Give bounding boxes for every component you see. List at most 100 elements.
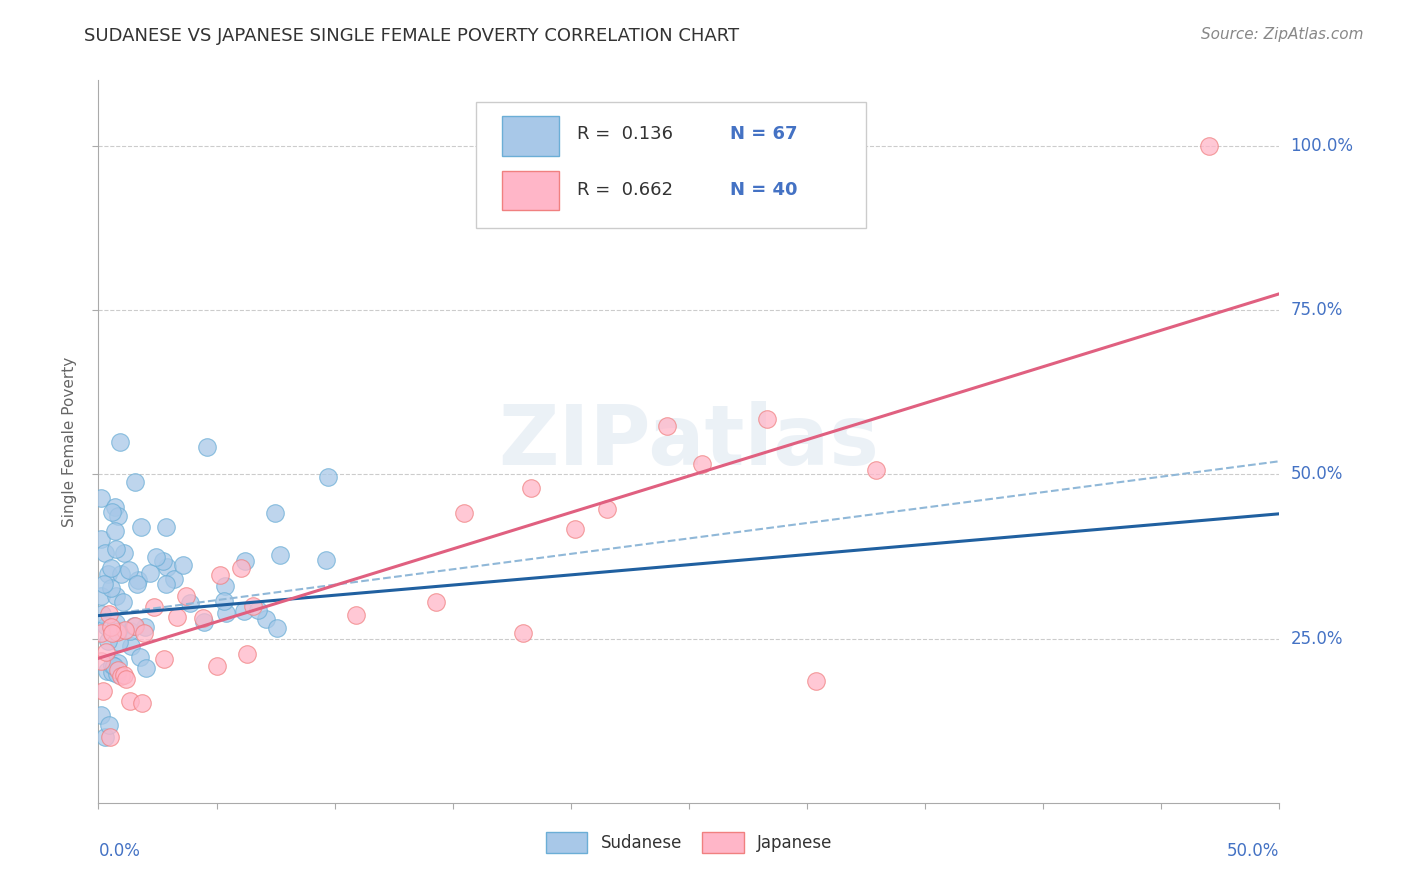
Point — [115, 673, 138, 687]
Point — [90, 491, 112, 505]
Text: R =  0.136: R = 0.136 — [576, 126, 672, 144]
Point — [254, 612, 277, 626]
Point — [98, 718, 121, 732]
Point — [114, 623, 136, 637]
Point — [233, 604, 256, 618]
Point — [98, 730, 121, 744]
Point — [564, 523, 586, 537]
Point — [657, 419, 679, 434]
Point — [100, 582, 122, 596]
Point — [105, 625, 128, 640]
Text: 75.0%: 75.0% — [1291, 301, 1343, 319]
Point — [125, 577, 148, 591]
Point — [1198, 139, 1220, 153]
Point — [110, 567, 132, 582]
Point — [94, 645, 117, 659]
Point — [96, 665, 118, 679]
Text: 50.0%: 50.0% — [1291, 466, 1343, 483]
Point — [229, 561, 252, 575]
Point — [315, 553, 337, 567]
Point — [100, 620, 122, 634]
Point — [100, 505, 122, 519]
Point — [93, 577, 115, 591]
Point — [172, 558, 194, 572]
Text: N = 67: N = 67 — [730, 126, 797, 144]
Bar — [502, 116, 560, 156]
Point — [155, 559, 177, 574]
Legend: Sudanese, Japanese: Sudanese, Japanese — [538, 826, 839, 860]
Point — [174, 589, 197, 603]
Point — [118, 624, 141, 638]
Point — [139, 566, 162, 580]
Point — [135, 661, 157, 675]
Point — [520, 481, 543, 495]
Point — [105, 589, 128, 603]
Point — [212, 594, 235, 608]
Point — [155, 577, 177, 591]
Point — [110, 435, 132, 450]
Point — [131, 696, 153, 710]
Point — [155, 520, 177, 534]
Point — [152, 554, 174, 568]
Point — [425, 595, 447, 609]
Y-axis label: Single Female Poverty: Single Female Poverty — [62, 357, 77, 526]
Point — [804, 674, 827, 689]
Point — [105, 667, 128, 681]
Point — [90, 708, 112, 723]
Text: N = 40: N = 40 — [730, 181, 797, 199]
Text: ZIPatlas: ZIPatlas — [499, 401, 879, 482]
Text: 50.0%: 50.0% — [1227, 842, 1279, 860]
Point — [97, 607, 120, 621]
Point — [90, 654, 112, 668]
Point — [104, 616, 127, 631]
Point — [101, 665, 124, 679]
Point — [107, 509, 129, 524]
Point — [111, 595, 134, 609]
Text: 100.0%: 100.0% — [1291, 137, 1354, 155]
Point — [129, 649, 152, 664]
Point — [143, 599, 166, 614]
Point — [90, 532, 112, 546]
Point — [107, 656, 129, 670]
Point — [124, 619, 146, 633]
Point — [145, 549, 167, 564]
Bar — [502, 170, 560, 211]
Point — [755, 412, 778, 426]
Point — [193, 615, 215, 629]
Point — [242, 599, 264, 614]
Point — [107, 624, 129, 638]
Point — [235, 648, 257, 662]
Point — [127, 573, 149, 587]
Point — [94, 619, 117, 633]
Point — [269, 548, 291, 562]
Point — [118, 563, 141, 577]
Point — [344, 608, 367, 623]
Point — [134, 619, 156, 633]
Point — [100, 657, 122, 672]
Point — [107, 663, 129, 677]
Point — [179, 596, 201, 610]
Text: SUDANESE VS JAPANESE SINGLE FEMALE POVERTY CORRELATION CHART: SUDANESE VS JAPANESE SINGLE FEMALE POVER… — [84, 27, 740, 45]
Point — [94, 546, 117, 560]
Point — [215, 606, 238, 620]
Point — [214, 579, 236, 593]
Point — [120, 639, 142, 653]
Point — [263, 506, 285, 520]
Point — [101, 626, 124, 640]
Point — [163, 572, 186, 586]
Point — [90, 626, 112, 640]
Point — [112, 668, 135, 682]
Point — [91, 607, 114, 621]
Text: Source: ZipAtlas.com: Source: ZipAtlas.com — [1201, 27, 1364, 42]
Text: 25.0%: 25.0% — [1291, 630, 1343, 648]
Point — [124, 475, 146, 489]
Point — [91, 684, 114, 698]
Point — [166, 610, 188, 624]
Point — [453, 506, 475, 520]
Point — [90, 589, 112, 603]
Text: R =  0.662: R = 0.662 — [576, 181, 672, 199]
Point — [266, 620, 288, 634]
Point — [246, 603, 269, 617]
Point — [120, 694, 142, 708]
Point — [104, 542, 127, 557]
